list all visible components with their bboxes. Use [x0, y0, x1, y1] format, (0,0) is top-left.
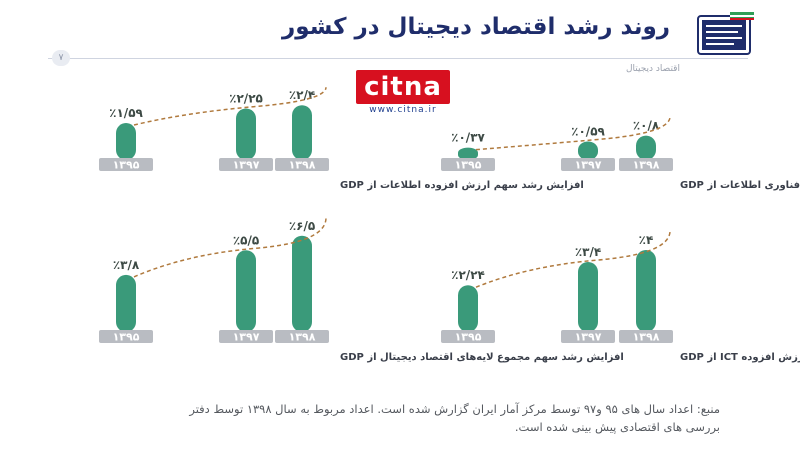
source-line-2: بررسی های اقتصادی پیش بینی شده است. — [514, 420, 720, 434]
year-label-chart4-3: ۱۳۹۸ — [633, 331, 660, 344]
year-label-chart1-2: ۱۳۹۷ — [233, 159, 260, 172]
page-subtitle: اقتصاد دیجیتال — [626, 64, 680, 74]
trend-curve-chart3 — [133, 217, 327, 278]
year-pill-chart1-3 — [275, 158, 329, 171]
bar-chart3-3 — [292, 235, 312, 332]
chart-title-1: افزایش رشد سهم ارزش افزوده اطلاعات از GD… — [340, 180, 584, 191]
source-note: منبع: اعداد سال های ۹۵ و۹۷ توسط مرکز آما… — [160, 400, 720, 436]
year-pill-chart2-3 — [619, 158, 673, 171]
value-label-chart2-3: ٪۰/۸ — [633, 119, 660, 133]
year-label-chart2-3: ۱۳۹۸ — [633, 159, 660, 172]
year-pill-chart4-2 — [561, 330, 615, 343]
year-label-chart1-3: ۱۳۹۸ — [289, 159, 316, 172]
value-label-chart2-1: ٪۰/۳۷ — [451, 131, 485, 145]
year-pill-chart1-2 — [219, 158, 273, 171]
source-line-1: منبع: اعداد سال های ۹۵ و۹۷ توسط مرکز آما… — [189, 402, 720, 416]
bar-chart1-2 — [236, 108, 256, 160]
bar-chart3-2 — [236, 250, 256, 332]
citna-url: www.citna.ir — [369, 105, 437, 115]
year-pill-chart2-1 — [441, 158, 495, 171]
year-label-chart3-3: ۱۳۹۸ — [289, 331, 316, 344]
bar-chart4-2 — [578, 262, 598, 332]
page-title: روند رشد اقتصاد دیجیتال در کشور — [282, 14, 670, 40]
trend-curve-chart4 — [475, 231, 671, 288]
year-label-chart1-1: ۱۳۹۵ — [113, 159, 140, 172]
bar-chart4-1 — [458, 285, 478, 332]
value-label-chart4-2: ٪۳/۴ — [575, 245, 601, 259]
ministry-logo — [697, 12, 754, 55]
year-pill-chart4-1 — [441, 330, 495, 343]
trend-curve-chart2 — [475, 117, 671, 151]
year-label-chart2-2: ۱۳۹۷ — [575, 159, 602, 172]
bar-chart3-1 — [116, 274, 136, 332]
year-label-chart3-2: ۱۳۹۷ — [233, 331, 260, 344]
header-divider — [48, 58, 748, 59]
header-bar: روند رشد اقتصاد دیجیتال در کشور ۷ — [0, 0, 800, 68]
year-pill-chart2-2 — [561, 158, 615, 171]
bar-chart2-3 — [636, 135, 656, 160]
year-pill-chart4-3 — [619, 330, 673, 343]
chart-title-3: افزایش رشد سهم مجموع لایه‌های اقتصاد دیج… — [340, 352, 624, 363]
year-label-chart2-1: ۱۳۹۵ — [455, 159, 482, 172]
bar-chart2-2 — [578, 141, 598, 160]
value-label-chart1-2: ٪۲/۲۵ — [229, 92, 263, 106]
value-label-chart4-3: ٪۴ — [639, 233, 654, 247]
chart-title-2: افزایش رشد سهم ارزش افزوده فناوری اطلاعا… — [680, 180, 800, 191]
bar-chart4-3 — [636, 250, 656, 332]
year-pill-chart3-1 — [99, 330, 153, 343]
value-label-chart1-1: ٪۱/۵۹ — [109, 106, 143, 120]
chart-title-4: افزایش رشد سهم ارزش افزوده ICT از GDP — [680, 352, 800, 363]
value-label-chart3-3: ٪۶/۵ — [289, 219, 315, 233]
value-label-chart3-2: ٪۵/۵ — [233, 233, 259, 247]
year-pill-chart3-3 — [275, 330, 329, 343]
bar-chart1-3 — [292, 105, 312, 160]
citna-watermark: citna www.citna.ir — [356, 70, 450, 116]
citna-logo: citna — [356, 70, 450, 104]
year-label-chart4-2: ۱۳۹۷ — [575, 331, 602, 344]
year-pill-chart1-1 — [99, 158, 153, 171]
value-label-chart4-1: ٪۲/۲۴ — [451, 268, 485, 282]
bar-chart1-1 — [116, 123, 136, 160]
year-label-chart4-1: ۱۳۹۵ — [455, 331, 482, 344]
value-label-chart3-1: ٪۳/۸ — [113, 258, 140, 272]
value-label-chart2-2: ٪۰/۵۹ — [571, 124, 605, 138]
bar-chart2-1 — [458, 147, 478, 160]
trend-curve-chart1 — [133, 87, 327, 126]
page-number: ۷ — [52, 50, 70, 66]
year-pill-chart3-2 — [219, 330, 273, 343]
year-label-chart3-1: ۱۳۹۵ — [113, 331, 140, 344]
